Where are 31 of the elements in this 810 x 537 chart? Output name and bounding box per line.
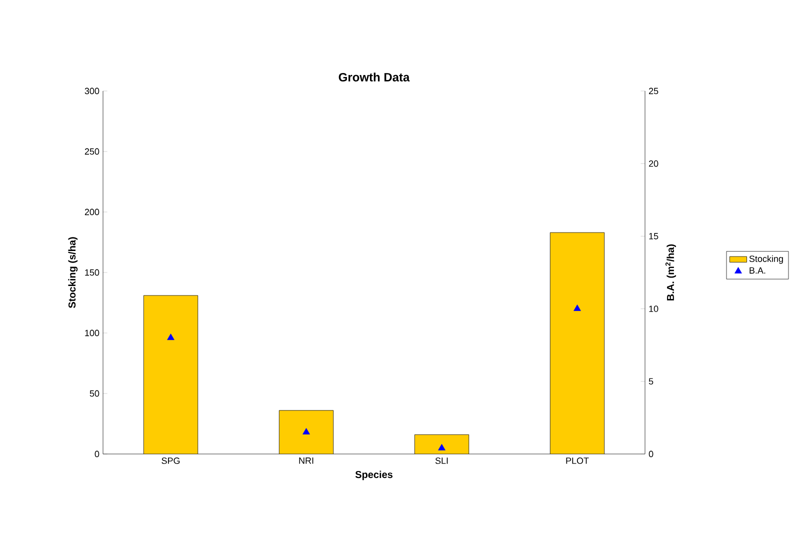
y2-tick-label: 20 bbox=[648, 160, 658, 167]
legend-label: Stocking bbox=[749, 255, 783, 264]
y-tick-label: 0 bbox=[94, 450, 100, 458]
chart-title: Growth Data bbox=[338, 72, 410, 82]
x-tick-label: PLOT bbox=[566, 458, 589, 464]
x-tick-label: SPG bbox=[162, 458, 180, 464]
y2-tick-label: 25 bbox=[648, 88, 658, 94]
y2-tick-label: 15 bbox=[649, 233, 658, 240]
legend-label: B.A. bbox=[750, 267, 766, 274]
bar bbox=[144, 295, 198, 454]
x-tick-label: NRI bbox=[299, 458, 314, 464]
y2-tick-label: 0 bbox=[648, 450, 654, 458]
y-tick-label: 200 bbox=[84, 208, 100, 216]
y2-axis-title: B.A. (m$^{2}$/ha) bbox=[665, 244, 676, 300]
bar bbox=[279, 410, 334, 454]
x-axis-title: Species bbox=[355, 470, 393, 480]
point bbox=[574, 304, 581, 311]
y2-tick-label: 10 bbox=[649, 306, 658, 312]
y-tick-label: 50 bbox=[90, 390, 100, 397]
point bbox=[438, 444, 446, 450]
bar bbox=[414, 434, 469, 454]
bar bbox=[550, 232, 605, 454]
y-tick-label: 150 bbox=[85, 269, 100, 276]
point bbox=[167, 334, 174, 340]
point bbox=[302, 428, 310, 434]
y2-tick-label: 5 bbox=[648, 378, 654, 385]
y-tick-label: 100 bbox=[85, 330, 100, 336]
y-tick-label: 250 bbox=[84, 148, 100, 155]
y-tick-label: 300 bbox=[84, 88, 100, 94]
y-axis-title: Stocking (s/ha) bbox=[68, 237, 78, 308]
x-tick-label: SLI bbox=[435, 458, 448, 464]
